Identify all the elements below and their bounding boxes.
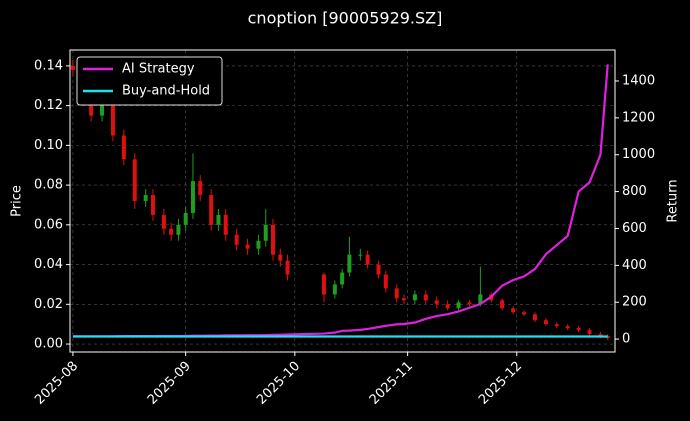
x-tick-label: 2025-09 [145, 359, 194, 408]
candle-body [365, 254, 370, 265]
candle-body [383, 274, 388, 289]
candle-body [543, 320, 548, 325]
y-tick-label: 0.06 [34, 217, 63, 232]
candle-body [190, 181, 195, 213]
candle-body [554, 324, 559, 327]
candle-body [576, 328, 581, 331]
candle-body [340, 272, 345, 285]
candle-body [143, 195, 148, 201]
candle-body [285, 260, 290, 275]
y-tick-label: 0.08 [34, 178, 63, 193]
candle-body [183, 212, 188, 225]
candle-body [423, 294, 428, 301]
candle-body [169, 228, 174, 235]
candle-body [511, 308, 516, 313]
candle-body [110, 95, 115, 136]
candle-body [394, 288, 399, 299]
candle-body [321, 274, 326, 295]
chart-title: cnoption [90005929.SZ] [248, 9, 443, 28]
plot-frame [69, 49, 616, 353]
candle-body [263, 224, 268, 241]
candle-body [478, 294, 483, 305]
candle-body [412, 294, 417, 301]
candle-body [598, 334, 603, 337]
y-tick-label: 0.00 [34, 337, 63, 352]
y-tick-label: 0.12 [34, 98, 63, 113]
legend-label: Buy-and-Hold [122, 84, 210, 99]
y-tick-label: 0.02 [34, 297, 63, 312]
x-tick-label: 2025-12 [476, 359, 525, 408]
candle-body [223, 214, 228, 235]
candle-body [278, 254, 283, 261]
candle-body [216, 214, 221, 225]
y-axis-label: Price [10, 185, 25, 217]
candle-body [445, 304, 450, 309]
candle-body [332, 284, 337, 295]
candle-body [100, 95, 105, 116]
x-tick-label: 2025-10 [254, 359, 303, 408]
candle-body [234, 234, 239, 245]
candle-body [70, 65, 75, 70]
candle-body [150, 195, 155, 215]
x-tick-label: 2025-08 [32, 359, 81, 408]
candle-body [587, 330, 592, 335]
candle-body [209, 195, 214, 225]
candle-body [245, 244, 250, 249]
y2-tick-label: 1000 [622, 147, 655, 162]
legend: AI Strategy Buy-and-Hold [76, 56, 223, 106]
candle-body [434, 300, 439, 305]
candle-body [467, 302, 472, 305]
candle-body [161, 214, 166, 229]
y-tick-label: 0.10 [34, 138, 63, 153]
legend-label: AI Strategy [122, 62, 195, 77]
candle-body [256, 240, 261, 249]
x-tick-label: 2025-11 [367, 359, 416, 408]
candle-body [565, 326, 570, 329]
candle-body [271, 224, 276, 255]
candle-body [198, 181, 203, 196]
candle-body [401, 298, 406, 301]
y2-tick-label: 800 [622, 184, 647, 199]
y2-tick-label: 1400 [622, 73, 655, 88]
candle-body [532, 314, 537, 321]
candle-body [347, 254, 352, 273]
y2-tick-label: 600 [622, 221, 647, 236]
y2-axis-label: Return [666, 179, 681, 222]
candle-body [500, 300, 505, 309]
candle-body [456, 302, 461, 309]
candle-body [132, 159, 137, 201]
candle-body [121, 135, 126, 160]
candle-body [358, 254, 363, 256]
candle-body [176, 224, 181, 235]
y2-tick-label: 0 [622, 332, 630, 347]
y2-tick-label: 400 [622, 258, 647, 273]
y2-tick-label: 1200 [622, 110, 655, 125]
y-tick-label: 0.04 [34, 257, 63, 272]
candle-body [522, 312, 527, 315]
y2-tick-label: 200 [622, 295, 647, 310]
legend-box [76, 56, 223, 106]
y-tick-label: 0.14 [34, 58, 63, 73]
candle-body [376, 264, 381, 275]
